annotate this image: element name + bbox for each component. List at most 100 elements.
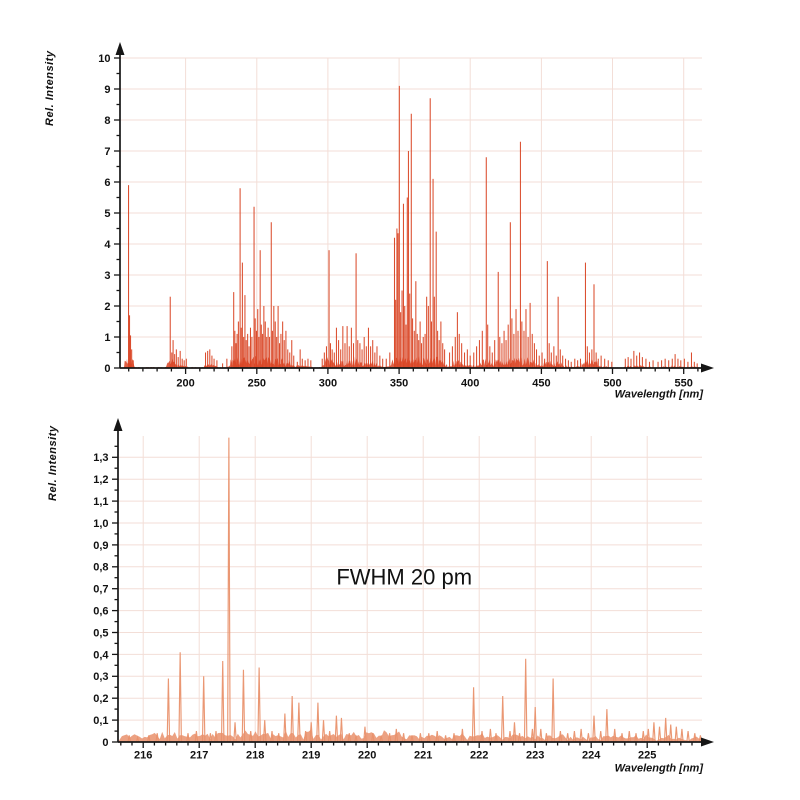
y-tick-label: 3 [104, 270, 110, 282]
axes [117, 430, 703, 743]
spectral-line [634, 733, 638, 743]
y-tick-label: 10 [98, 53, 110, 65]
x-axis-arrow-icon [701, 737, 714, 747]
spectral-line [194, 731, 199, 743]
spectral-line [657, 726, 662, 743]
spectral-line [220, 660, 225, 743]
spectral-line [558, 731, 563, 743]
full-spectrum-plot: 200 250 300 350 400 450 500 550 0 1 2 3 4 5 6 7 8 9 10 Wave… [44, 42, 714, 401]
spectral-line [233, 722, 237, 743]
spectral-line [371, 733, 375, 743]
y-tick-label: 7 [104, 146, 110, 158]
y-tick-label: 1,1 [93, 496, 108, 508]
spectral-line [276, 733, 281, 743]
x-tick-label: 250 [248, 378, 266, 390]
spectral-line [680, 728, 684, 743]
x-axis-title: Wavelength [nm] [615, 763, 704, 775]
zoom-spectrum-plot: 216 217 218 219 220 221 222 223 224 225 0 0,1 0,2 0,3… [47, 418, 714, 775]
y-axis-title: Rel. Intensity [44, 50, 56, 126]
spectral-line [262, 720, 267, 743]
spectral-line [379, 735, 383, 743]
gridlines [118, 436, 702, 742]
y-tick-label: 0 [102, 737, 108, 749]
x-tick-label: 217 [190, 750, 208, 762]
spectral-line [686, 731, 690, 743]
spectral-line [544, 733, 549, 743]
x-axis-title: Wavelength [nm] [615, 389, 704, 401]
y-axis-arrow-icon [115, 42, 125, 55]
y-tick-label: 2 [104, 301, 110, 313]
x-tick-label: 220 [358, 750, 376, 762]
spectral-line [201, 676, 206, 743]
spectral-line [551, 678, 555, 743]
y-tick-label: 1,2 [93, 474, 108, 486]
y-tick-label: 0,7 [93, 584, 108, 596]
y-tick-label: 1 [104, 332, 110, 344]
x-tick-label: 222 [470, 750, 488, 762]
spectral-line [208, 733, 213, 743]
x-tick-label: 500 [603, 378, 621, 390]
spectral-line [605, 709, 609, 743]
x-tick-label: 223 [526, 750, 544, 762]
tick-labels: 200 250 300 350 400 450 500 550 0 1 2 3 4 5 6 7 8 9 10 [98, 53, 693, 390]
spectral-line [248, 731, 253, 743]
spectral-line [241, 669, 246, 743]
spectral-line [627, 731, 632, 743]
spectral-line [354, 735, 358, 743]
x-tick-label: 224 [582, 750, 601, 762]
spectral-line [387, 733, 392, 743]
spectral-line [166, 678, 171, 743]
spectral-line [321, 720, 326, 743]
x-tick-label: 350 [390, 378, 408, 390]
spectral-line [494, 733, 498, 743]
x-tick-label: 225 [638, 750, 656, 762]
spectral-line [127, 735, 131, 743]
tick-labels: 216 217 218 219 220 221 222 223 224 225 0 0,1 0,2 0,3… [93, 452, 656, 761]
spectral-line [443, 735, 448, 743]
spectral-line [427, 733, 431, 743]
fwhm-annotation: FWHM 20 pm [336, 564, 472, 589]
full-spectrum-figure: 200 250 300 350 400 450 500 550 0 1 2 3 4 5 6 7 8 9 10 Wave… [44, 42, 714, 401]
y-tick-label: 8 [104, 115, 110, 127]
spectral-line [316, 702, 320, 743]
spectral-line [530, 728, 535, 743]
x-tick-label: 450 [532, 378, 550, 390]
spectral-line [327, 731, 332, 743]
spectral-line [663, 717, 668, 743]
x-tick-label: 218 [246, 750, 264, 762]
spectral-line [178, 652, 182, 743]
spectral-line [214, 731, 218, 743]
y-tick-label: 0,5 [93, 627, 108, 639]
y-tick-label: 0,9 [93, 540, 108, 552]
y-tick-label: 0 [104, 363, 110, 375]
y-axis-title: Rel. Intensity [47, 425, 59, 501]
spectral-line [147, 735, 151, 743]
spectral-line [592, 715, 596, 743]
y-tick-label: 0,1 [93, 715, 108, 727]
spectral-lines [127, 437, 703, 743]
x-tick-label: 400 [461, 378, 479, 390]
axes [119, 54, 703, 369]
spectral-line [538, 728, 543, 743]
spectral-line [598, 731, 603, 743]
spectral-line [135, 735, 140, 743]
y-tick-label: 0,4 [93, 649, 109, 661]
spectral-lines [128, 85, 698, 368]
spectral-line [186, 733, 190, 743]
spectral-line [572, 731, 577, 743]
y-tick-label: 0,3 [93, 671, 108, 683]
y-tick-label: 9 [104, 84, 110, 96]
y-tick-label: 0,2 [93, 693, 108, 705]
spectral-line [363, 726, 367, 743]
spectral-line [257, 667, 261, 743]
x-tick-label: 200 [176, 378, 194, 390]
y-tick-label: 0,8 [93, 562, 108, 574]
spectral-line [652, 722, 656, 743]
spectral-line [309, 722, 314, 743]
spectral-line [297, 702, 301, 743]
spectral-line [347, 733, 352, 743]
spectral-line [674, 726, 679, 743]
spectral-line [155, 733, 159, 743]
y-tick-label: 0,6 [93, 606, 108, 618]
